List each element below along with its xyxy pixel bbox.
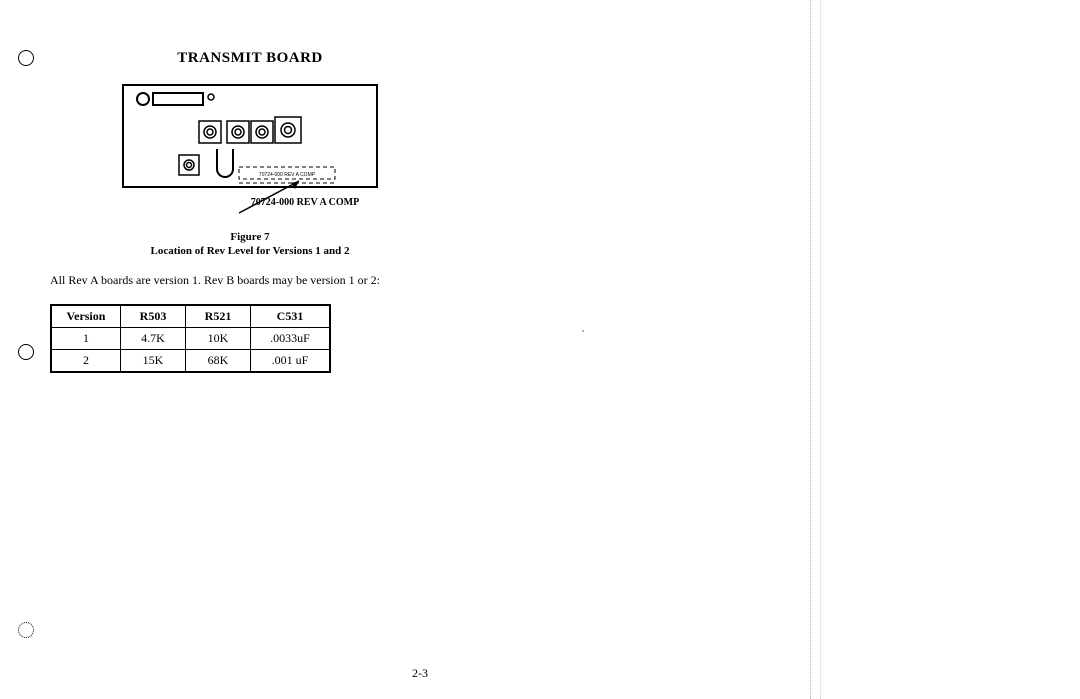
scan-speck-icon bbox=[582, 330, 584, 332]
figure-caption: Figure 7 Location of Rev Level for Versi… bbox=[50, 230, 450, 259]
figure-name: Figure 7 bbox=[230, 231, 269, 243]
col-header: C531 bbox=[251, 305, 331, 328]
body-paragraph: All Rev A boards are version 1. Rev B bo… bbox=[50, 273, 450, 288]
col-header: Version bbox=[51, 305, 121, 328]
cell: .001 uF bbox=[251, 349, 331, 372]
inner-part-label: 70724-000 REV A COMP bbox=[259, 172, 316, 178]
cell: 15K bbox=[121, 349, 186, 372]
cell: 1 bbox=[51, 327, 121, 349]
binding-hole-icon bbox=[18, 50, 34, 66]
column-divider bbox=[820, 0, 822, 699]
cell: 68K bbox=[186, 349, 251, 372]
version-table: Version R503 R521 C531 1 4.7K 10K .0033u… bbox=[50, 304, 331, 373]
page-left-column: TRANSMIT BOARD bbox=[30, 0, 811, 699]
col-header: R521 bbox=[186, 305, 251, 328]
figure-caption-text: Location of Rev Level for Versions 1 and… bbox=[150, 245, 349, 257]
page-number: 2-3 bbox=[30, 666, 810, 681]
col-header: R503 bbox=[121, 305, 186, 328]
table-row: 1 4.7K 10K .0033uF bbox=[51, 327, 330, 349]
part-number-label: 70724-000 REV A COMP bbox=[160, 197, 450, 208]
cell: .0033uF bbox=[251, 327, 331, 349]
cell: 4.7K bbox=[121, 327, 186, 349]
cell: 2 bbox=[51, 349, 121, 372]
binding-hole-icon bbox=[18, 344, 34, 360]
table-header-row: Version R503 R521 C531 bbox=[51, 305, 330, 328]
table-row: 2 15K 68K .001 uF bbox=[51, 349, 330, 372]
binding-hole-icon bbox=[18, 622, 34, 638]
cell: 10K bbox=[186, 327, 251, 349]
page-title: TRANSMIT BOARD bbox=[50, 50, 450, 67]
content-block: TRANSMIT BOARD bbox=[50, 50, 450, 373]
